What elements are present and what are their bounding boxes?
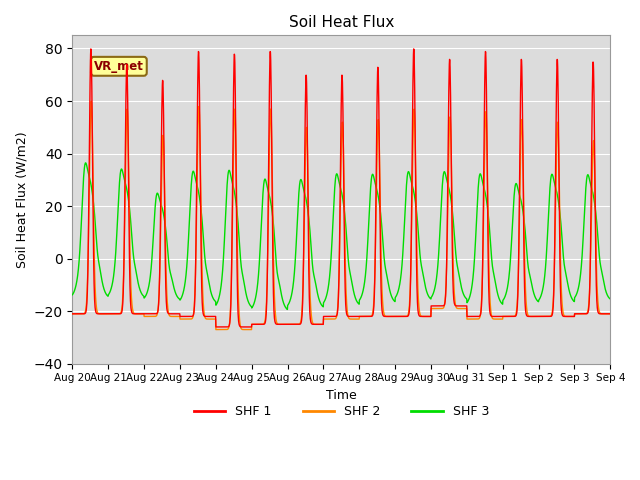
Legend: SHF 1, SHF 2, SHF 3: SHF 1, SHF 2, SHF 3: [189, 400, 494, 423]
Title: Soil Heat Flux: Soil Heat Flux: [289, 15, 394, 30]
Y-axis label: Soil Heat Flux (W/m2): Soil Heat Flux (W/m2): [15, 131, 28, 268]
Text: VR_met: VR_met: [94, 60, 144, 73]
X-axis label: Time: Time: [326, 389, 356, 402]
